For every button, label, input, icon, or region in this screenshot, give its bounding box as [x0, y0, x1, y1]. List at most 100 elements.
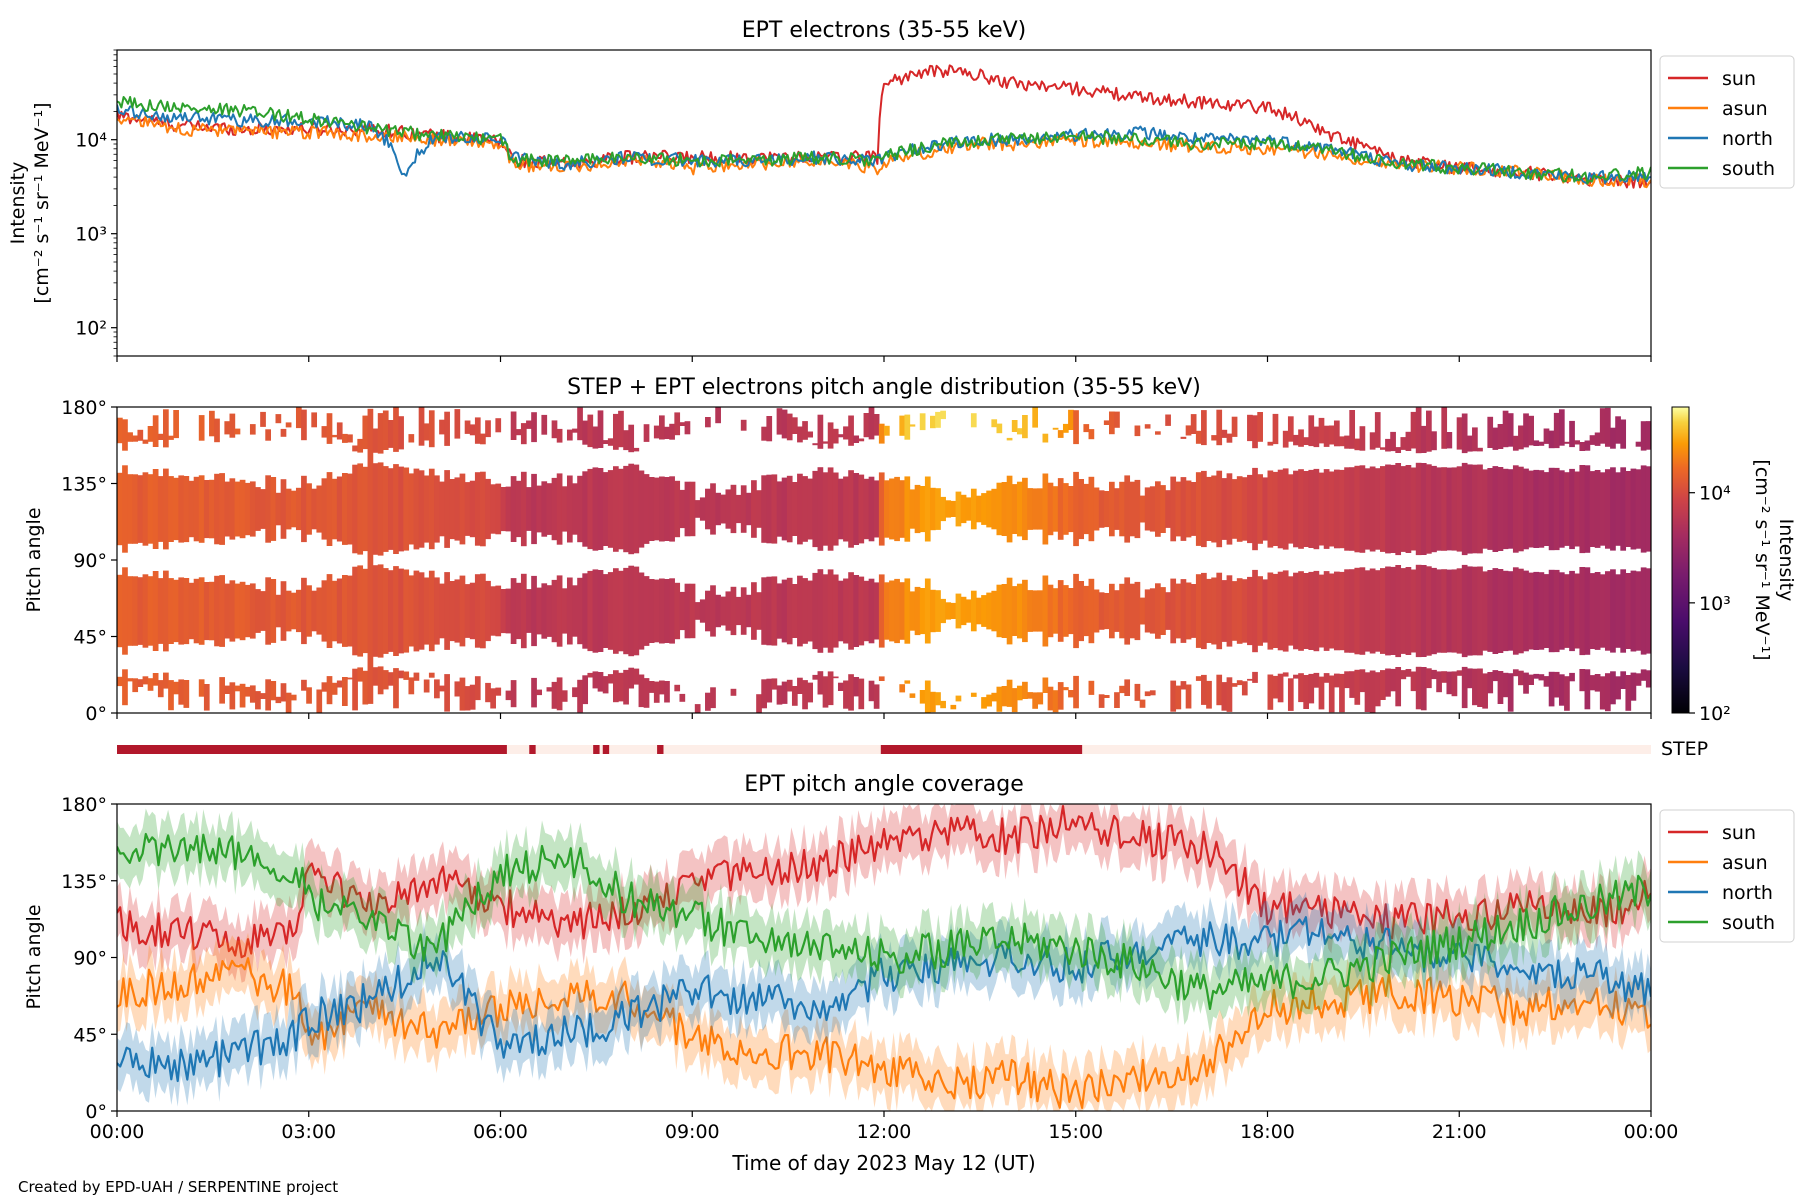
pad-cell — [664, 477, 670, 541]
pad-cell — [1221, 682, 1228, 711]
pad-cell — [260, 411, 266, 427]
pad-cell — [878, 423, 885, 444]
pad-cell — [270, 477, 277, 541]
pad-cell — [326, 676, 333, 705]
pad-cell — [1257, 412, 1263, 442]
pad-cell — [1073, 410, 1079, 445]
pad-cell — [398, 568, 404, 654]
pad-cell — [868, 680, 875, 702]
pad-cell — [853, 575, 860, 647]
pad-cell — [1645, 670, 1651, 688]
pad-cell — [740, 485, 747, 533]
pad-cell — [924, 476, 931, 542]
pad-cell — [1645, 421, 1651, 450]
pad-cell — [1410, 671, 1417, 692]
pad-cell — [1610, 467, 1616, 551]
pad-cell — [403, 467, 410, 551]
pad-cell — [1252, 569, 1258, 653]
pad-cell — [582, 471, 589, 547]
pad-cell — [1374, 412, 1381, 448]
pad-cell — [1231, 479, 1238, 539]
pad-cell — [280, 428, 287, 437]
pad-cell — [536, 587, 542, 635]
step-on-interval — [657, 745, 664, 754]
pad-cell — [1487, 570, 1494, 652]
pad-cell — [781, 579, 788, 643]
pad-cell — [807, 478, 814, 540]
pad-cell — [255, 691, 261, 710]
pad-cell — [781, 681, 788, 704]
pad-cell — [930, 487, 936, 531]
pad-cell — [423, 577, 430, 645]
pad-cell — [1293, 470, 1299, 548]
pad-cell — [495, 418, 502, 433]
pad-cell — [1093, 589, 1100, 633]
step-timeline-bars — [117, 745, 1651, 754]
pad-cell — [434, 679, 440, 699]
pad-cell — [1594, 572, 1601, 650]
pad-cell — [659, 578, 665, 644]
pad-cell — [633, 668, 640, 685]
pad-cell — [766, 474, 773, 544]
pad-cell — [439, 419, 445, 435]
pad-cell — [459, 677, 466, 711]
pad-cell — [607, 572, 614, 650]
pad-cell — [991, 590, 998, 632]
pad-cell — [914, 484, 921, 534]
pad-cell — [464, 420, 471, 434]
pad-cell — [1477, 464, 1483, 554]
pad-cell — [1548, 569, 1555, 653]
pad-cell — [945, 602, 952, 620]
pad-cell — [1293, 572, 1299, 650]
pad-cell — [178, 679, 185, 705]
pad-cell — [1543, 676, 1550, 687]
pad-cell — [311, 412, 318, 428]
pad-cell — [163, 409, 169, 448]
pad-cell — [1323, 673, 1330, 683]
pad-cell — [382, 568, 389, 654]
pad-cell — [597, 672, 604, 692]
pad-cell — [1385, 566, 1391, 656]
pad-cell — [168, 680, 174, 711]
pad-cell — [1272, 413, 1279, 445]
pad-cell — [822, 441, 829, 444]
pad-cell — [1487, 416, 1494, 448]
pad-cell — [1543, 472, 1550, 546]
pad-cell — [965, 497, 972, 521]
pad-cell — [1507, 571, 1514, 651]
pad-cell — [1068, 690, 1074, 698]
pad-cell — [234, 428, 241, 435]
pad-cell — [541, 414, 548, 435]
pad-cell — [1303, 573, 1309, 649]
pad-cell — [434, 577, 440, 645]
pad-y-axis-label: Pitch angle — [23, 507, 45, 612]
pad-cell — [1466, 566, 1473, 656]
pad-cell — [505, 690, 512, 701]
pad-cell — [1282, 570, 1289, 652]
pad-cell — [643, 678, 650, 708]
pad-cell — [633, 447, 640, 452]
colorbar-tick-label: 10³ — [1699, 593, 1731, 615]
pad-cell — [1226, 473, 1233, 545]
pad-cell — [1410, 467, 1417, 551]
pad-cell — [848, 572, 854, 650]
pad-cell — [495, 687, 502, 696]
pad-cell — [1615, 676, 1621, 700]
pad-cell — [1339, 436, 1345, 447]
pad-cell — [1441, 569, 1448, 653]
pad-cell — [740, 587, 747, 635]
pad-cell — [1630, 672, 1637, 701]
pad-cell — [244, 584, 251, 638]
pad-cell — [1185, 684, 1192, 709]
pad-cell — [1538, 470, 1545, 548]
pad-cell — [260, 591, 266, 631]
pad-cell — [142, 439, 149, 444]
pad-cell — [1599, 408, 1606, 444]
pad-cell — [377, 666, 384, 695]
pad-cell — [357, 438, 364, 453]
pad-cell — [1287, 474, 1294, 544]
pad-cell — [1124, 475, 1131, 543]
pad-cell — [991, 419, 998, 428]
pad-cell — [347, 575, 353, 647]
pad-cell — [653, 579, 660, 643]
